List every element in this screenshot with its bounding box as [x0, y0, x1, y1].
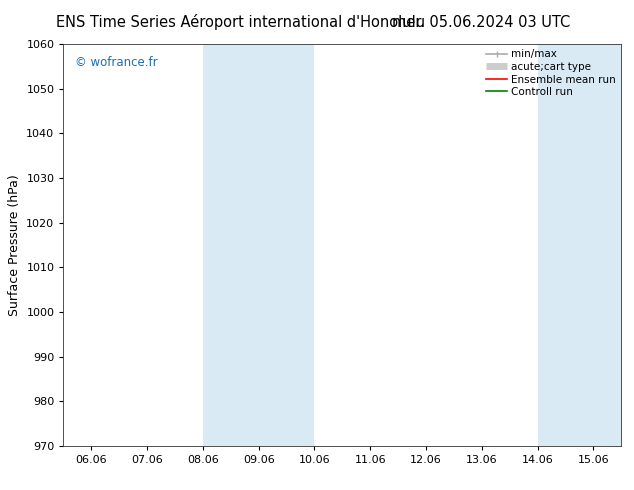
Legend: min/max, acute;cart type, Ensemble mean run, Controll run: min/max, acute;cart type, Ensemble mean …: [484, 47, 618, 99]
Y-axis label: Surface Pressure (hPa): Surface Pressure (hPa): [8, 174, 21, 316]
Text: © wofrance.fr: © wofrance.fr: [75, 56, 157, 69]
Text: mer. 05.06.2024 03 UTC: mer. 05.06.2024 03 UTC: [392, 15, 571, 29]
Bar: [538, 44, 621, 446]
Bar: [203, 44, 314, 446]
Text: ENS Time Series Aéroport international d'Honolulu: ENS Time Series Aéroport international d…: [56, 14, 425, 30]
